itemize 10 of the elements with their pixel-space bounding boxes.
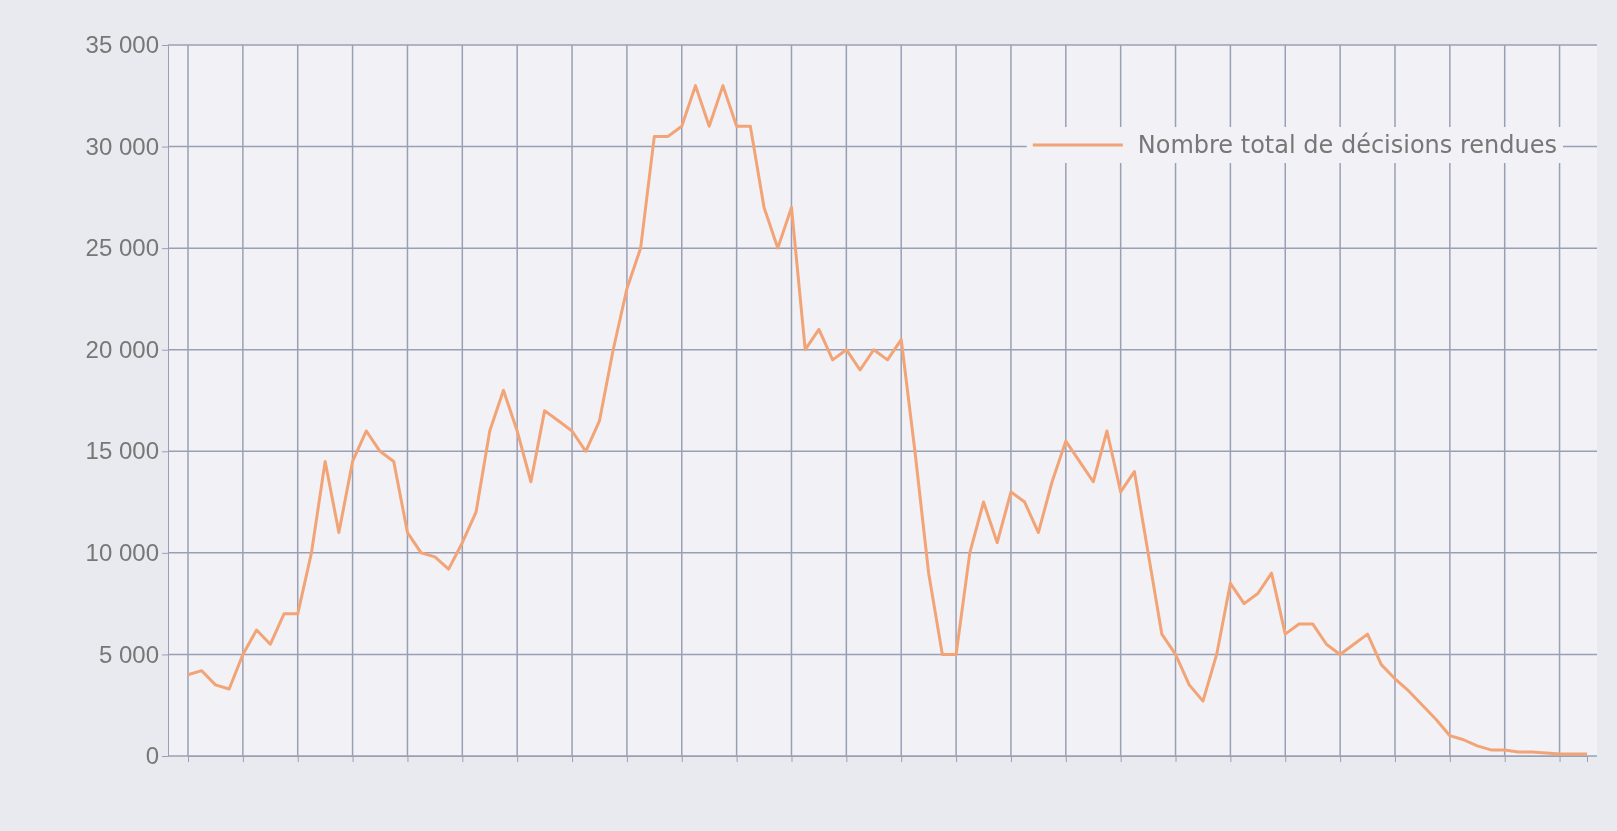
y-tick-label: 0 xyxy=(145,742,159,770)
line-series xyxy=(186,84,1589,756)
y-tick-label: 10 000 xyxy=(85,539,159,567)
y-tick-label: 25 000 xyxy=(85,234,159,262)
y-tick-label: 35 000 xyxy=(85,31,159,59)
y-tick-label: 30 000 xyxy=(85,132,159,160)
y-tick-label: 5 000 xyxy=(98,640,159,668)
y-tick-label: 20 000 xyxy=(85,335,159,363)
legend-label: Nombre total de décisions rendues xyxy=(1137,131,1557,159)
y-tick-label: 15 000 xyxy=(85,437,159,465)
